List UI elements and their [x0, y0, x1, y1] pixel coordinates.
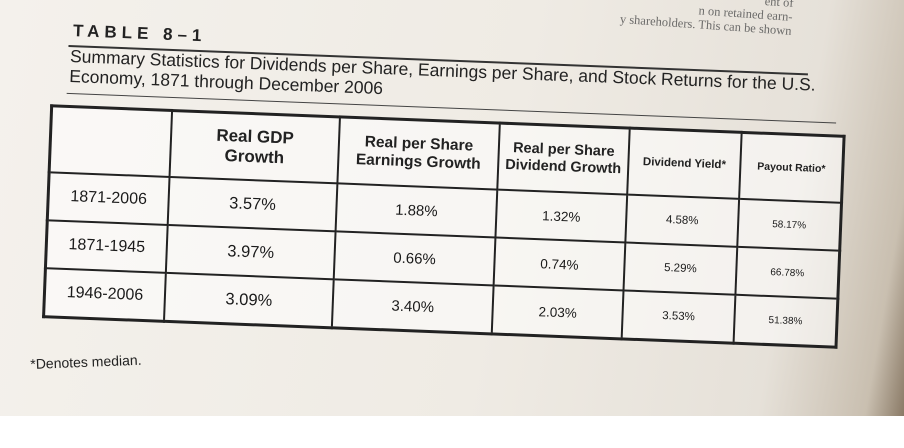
- cell-eps-growth: 1.88%: [335, 183, 498, 238]
- cell-eps-growth: 0.66%: [333, 231, 496, 286]
- cell-dps-growth: 0.74%: [493, 237, 626, 291]
- header-label: Real per Share Earnings Growth: [355, 133, 482, 173]
- summary-statistics-table: Real GDP Growth Real per Share Earnings …: [42, 104, 846, 349]
- cell-payout-ratio: 51.38%: [733, 294, 838, 348]
- cell-gdp-growth: 3.97%: [165, 224, 336, 280]
- table-block: TABLE 8–1 Summary Statistics for Dividen…: [28, 6, 873, 448]
- cell-dps-growth: 2.03%: [491, 285, 624, 339]
- cell-period: 1871-2006: [47, 172, 170, 225]
- cell-payout-ratio: 66.78%: [735, 246, 840, 299]
- cell-gdp-growth: 3.57%: [167, 176, 338, 232]
- header-label: Real GDP Growth: [216, 125, 295, 168]
- cell-period: 1871-1945: [45, 220, 168, 273]
- header-payout-ratio: Payout Ratio*: [739, 132, 845, 203]
- cell-period: 1946-2006: [43, 268, 166, 322]
- book-page: ent of n on retained earn- y shareholder…: [0, 0, 904, 416]
- cell-dividend-yield: 4.58%: [625, 194, 740, 247]
- header-dividend-yield: Dividend Yield*: [627, 128, 742, 199]
- cell-eps-growth: 3.40%: [331, 279, 494, 334]
- table-label: TABLE 8–1: [72, 21, 207, 46]
- cell-gdp-growth: 3.09%: [163, 272, 334, 328]
- cell-payout-ratio: 58.17%: [737, 198, 842, 251]
- header-real-eps-growth: Real per Share Earnings Growth: [337, 116, 500, 190]
- header-real-dps-growth: Real per Share Dividend Growth: [497, 123, 630, 195]
- header-real-gdp-growth: Real GDP Growth: [169, 110, 340, 184]
- cell-dps-growth: 1.32%: [495, 189, 628, 243]
- cell-dividend-yield: 3.53%: [621, 290, 736, 344]
- header-label: Real per Share Dividend Growth: [504, 140, 622, 178]
- cell-dividend-yield: 5.29%: [623, 242, 738, 295]
- header-period: [49, 105, 173, 177]
